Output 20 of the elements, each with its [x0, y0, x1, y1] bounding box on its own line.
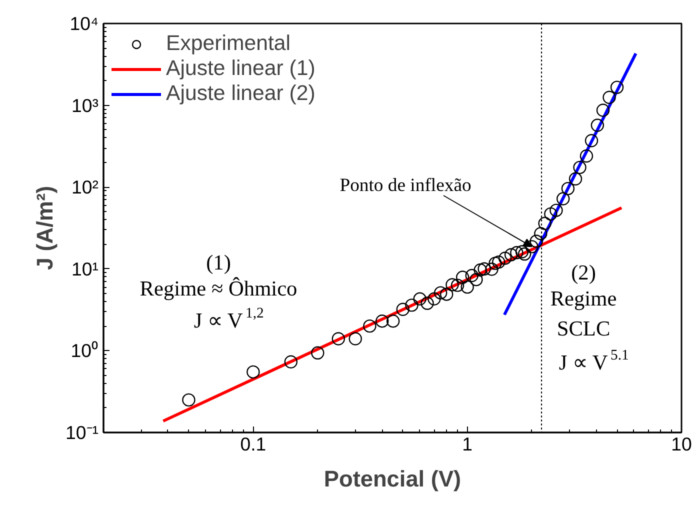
y-tick-label: 10³ — [72, 94, 99, 116]
annotation: (1) — [206, 250, 231, 274]
y-tick-label: 10⁰ — [70, 340, 99, 362]
y-tick-label: 10¹ — [72, 258, 99, 280]
y-axis-title: J (A/m²) — [32, 186, 58, 270]
annotation: Regime — [550, 286, 617, 310]
y-tick-label: 10⁴ — [70, 13, 99, 34]
annotation: SCLC — [556, 316, 610, 340]
legend-label: Ajuste linear (1) — [166, 56, 316, 81]
legend-label: Experimental — [166, 31, 290, 56]
x-tick-label: 1 — [462, 434, 473, 454]
annotation: Ponto de inflexão — [340, 175, 472, 196]
x-tick-label: 10 — [671, 434, 692, 454]
y-tick-label: 10² — [72, 176, 99, 198]
legend-label: Ajuste linear (2) — [166, 81, 316, 106]
y-tick-label: 10⁻¹ — [66, 422, 99, 443]
annotation: Regime ≈ Ôhmico — [140, 276, 298, 300]
annotation: (2) — [571, 260, 596, 284]
x-tick-label: 0.1 — [240, 434, 266, 454]
x-axis-title: Potencial (V) — [324, 466, 462, 492]
